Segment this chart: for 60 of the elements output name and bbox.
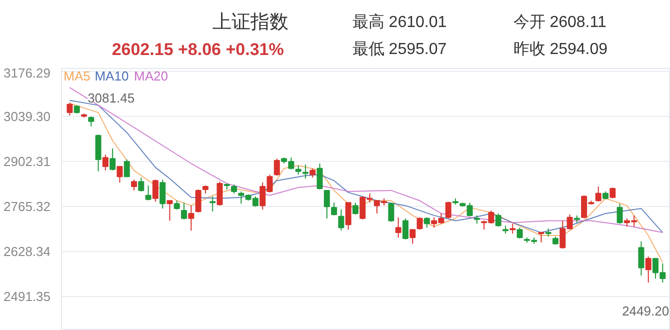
candlestick <box>516 227 523 239</box>
candlestick <box>88 116 94 127</box>
candlestick <box>160 179 166 210</box>
candlestick <box>124 159 130 178</box>
candlestick <box>131 179 138 191</box>
candlestick <box>166 200 173 222</box>
candlestick <box>331 202 338 216</box>
candlestick <box>402 218 408 240</box>
candlestick <box>345 202 352 230</box>
y-tick-label: 2628.34 <box>4 244 51 259</box>
series-label: MA10 <box>94 68 129 84</box>
y-tick-label: 2902.31 <box>4 154 51 169</box>
text: 今开 2608.11 <box>513 14 606 31</box>
text: MA20 <box>134 68 168 84</box>
text: 最高 2610.01 <box>352 13 447 31</box>
candlestick <box>610 187 616 199</box>
candlestick <box>645 256 652 284</box>
candlestick <box>210 196 216 212</box>
text: 昨收 2594.09 <box>513 41 608 58</box>
candlestick <box>138 177 144 192</box>
y-tick-label: 3176.29 <box>4 66 51 80</box>
candlestick <box>388 202 394 222</box>
candlestick <box>102 154 108 171</box>
series-label: MA5 <box>64 68 90 84</box>
candlestick <box>352 202 358 215</box>
y-tick-label: 2491.35 <box>4 289 51 304</box>
candlestick <box>638 240 644 276</box>
candlestick <box>395 216 402 238</box>
text: 最低 2595.07 <box>352 41 447 58</box>
candlestick <box>495 212 502 228</box>
candlestick <box>595 186 602 202</box>
candlestick <box>416 216 423 230</box>
y-tick-label: 3039.30 <box>4 108 51 124</box>
candlestick <box>510 223 516 234</box>
chart-title: 上证指数 <box>212 12 289 33</box>
candlestick <box>445 201 452 219</box>
candlestick <box>110 148 116 171</box>
candlestick <box>424 216 430 228</box>
candlestick <box>95 134 102 172</box>
candlestick <box>188 205 194 232</box>
candlestick <box>274 158 280 176</box>
candlestick <box>338 209 344 232</box>
candlestick <box>116 166 123 184</box>
candlestick <box>295 164 302 176</box>
candlestick <box>181 202 188 220</box>
annotation: 2449.20 <box>622 303 670 318</box>
annotation: 3081.45 <box>88 90 135 106</box>
candlestick <box>302 164 308 180</box>
candlestick <box>216 181 223 206</box>
candlestick <box>310 168 316 178</box>
candlestick <box>324 190 330 219</box>
candlestick <box>316 163 323 190</box>
candlestick <box>195 188 202 213</box>
candlestick <box>66 102 73 116</box>
candlestick <box>152 179 158 202</box>
candlestick <box>145 185 152 201</box>
y-tick-label: 2765.32 <box>4 198 51 214</box>
chart-subtitle: 2602.15 +8.06 +0.31% <box>112 40 284 59</box>
candlestick <box>616 203 623 224</box>
candlestick <box>410 229 416 244</box>
